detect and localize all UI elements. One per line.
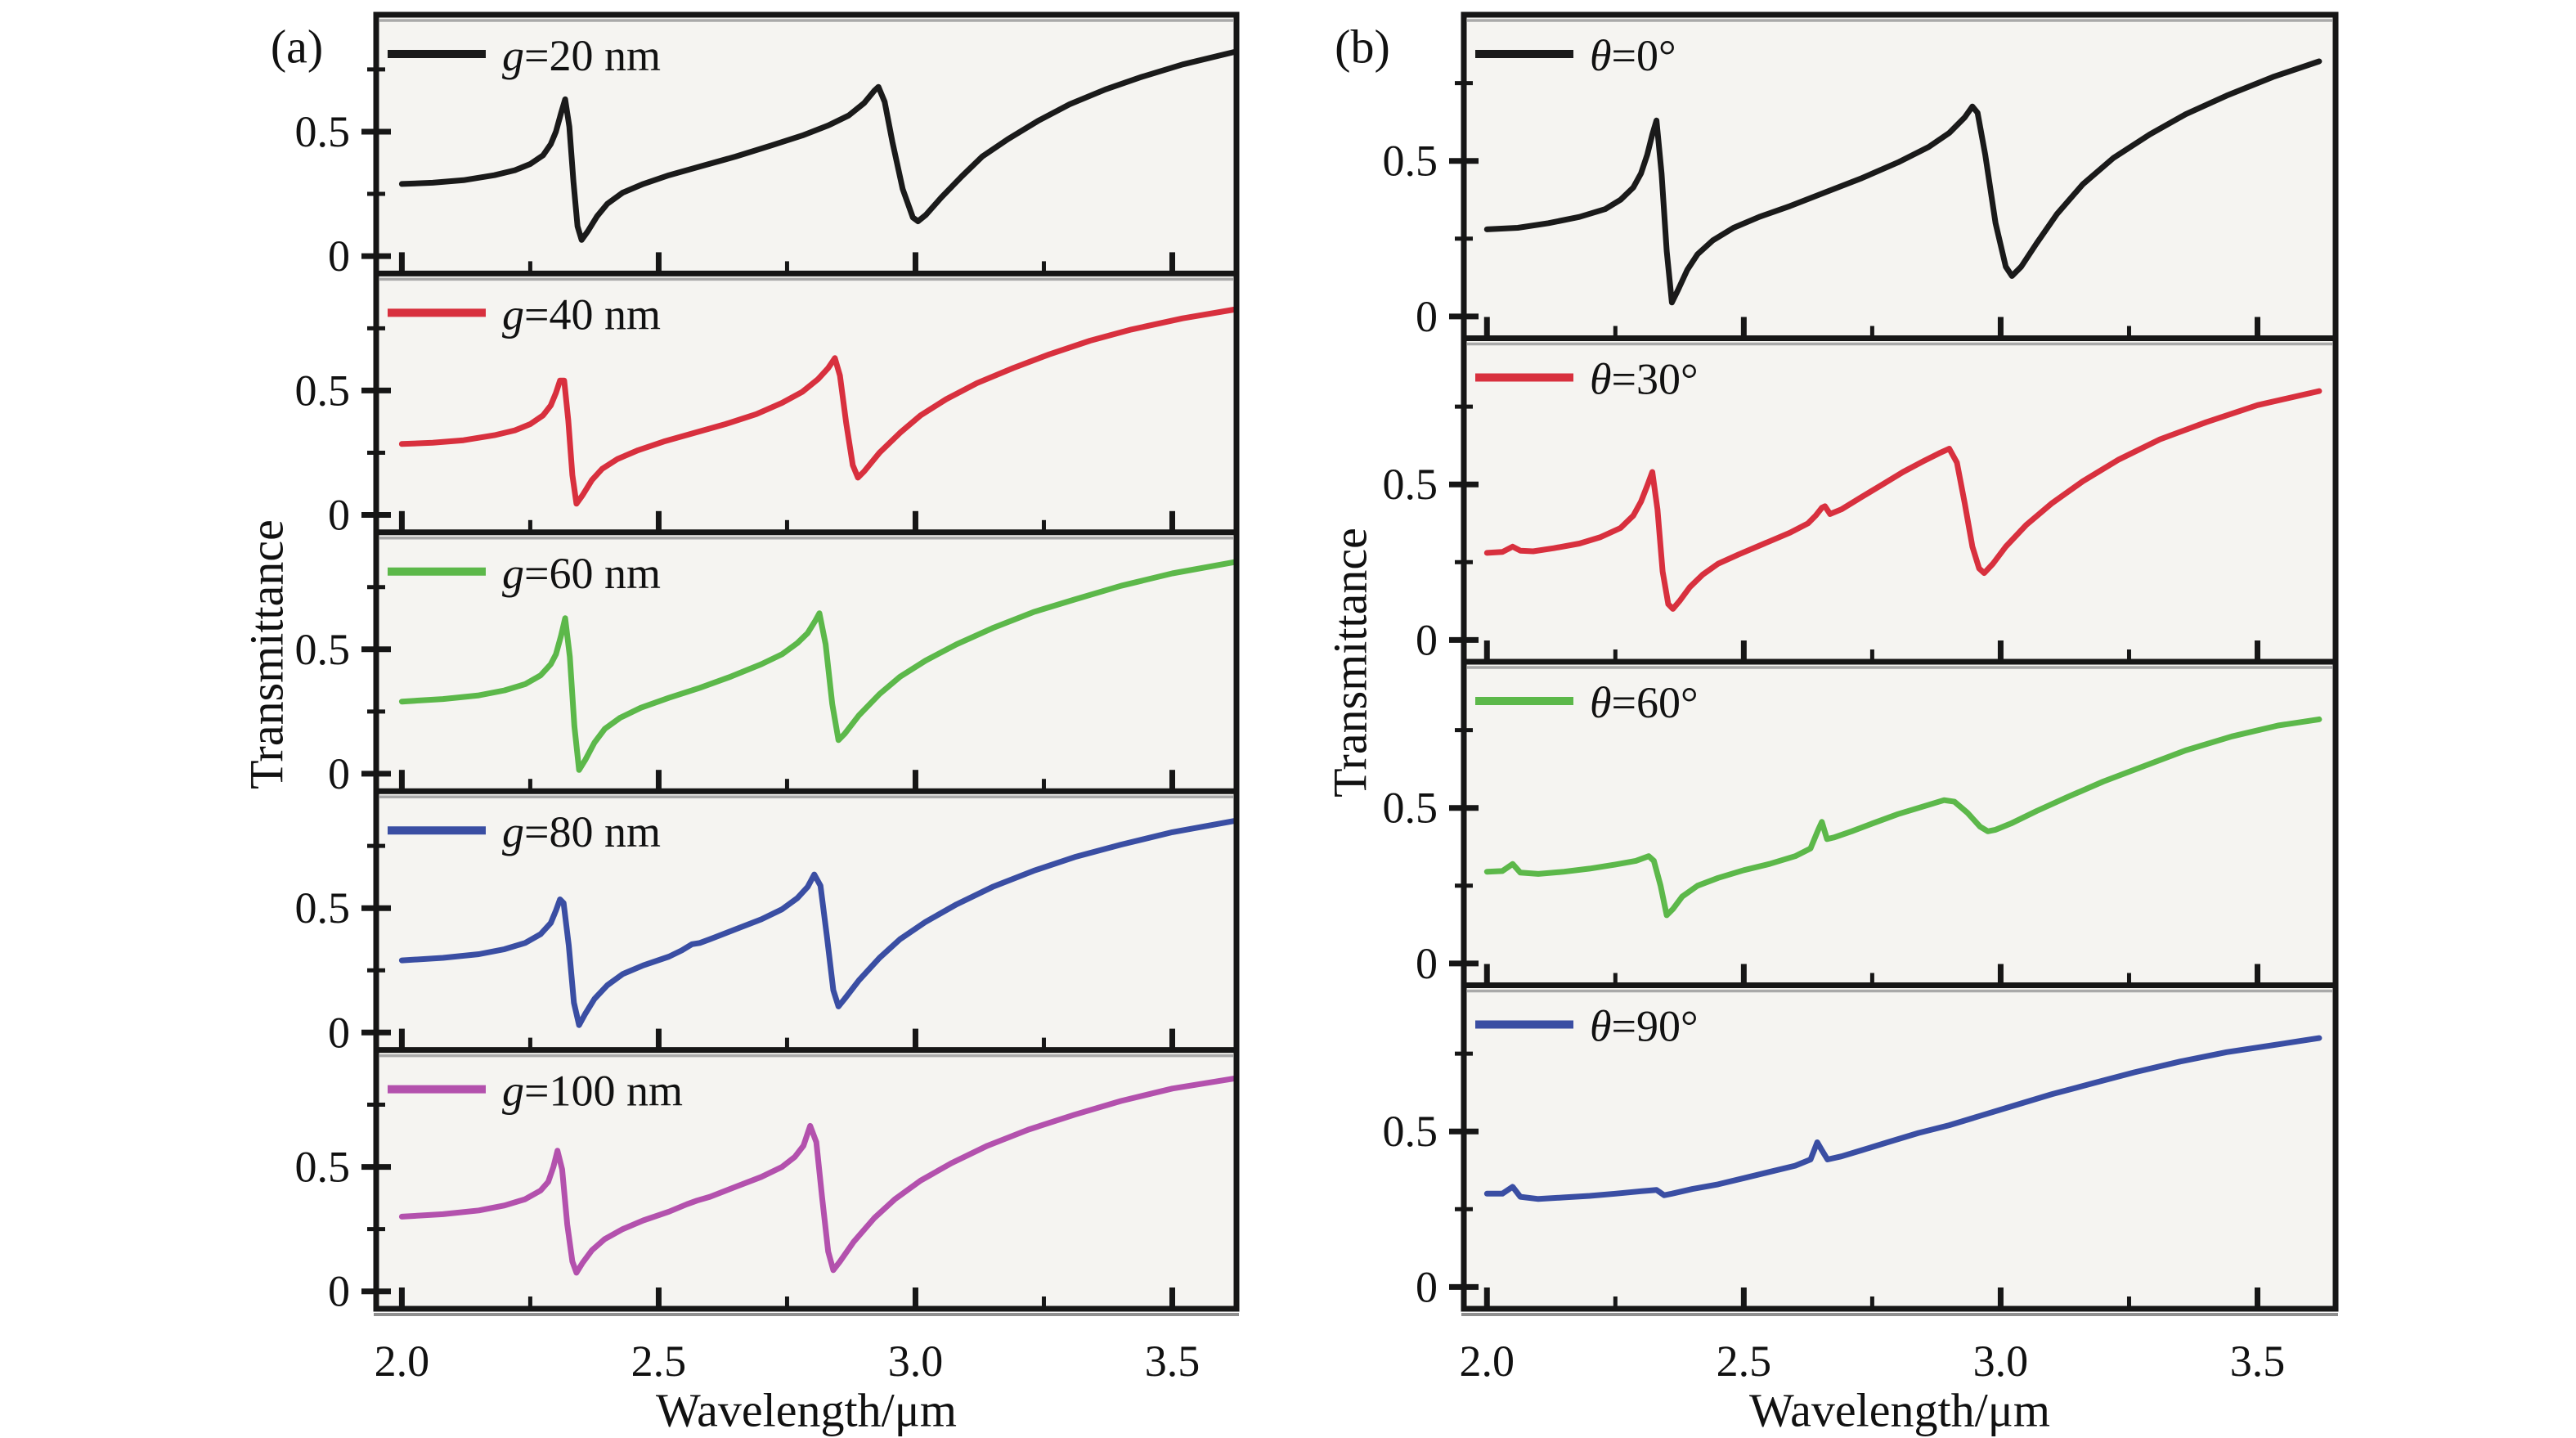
panel-a-y-axis-title: Transmittance	[240, 519, 294, 789]
y-tick-label: 0.5	[1383, 137, 1438, 186]
series-curve-g=60 nm	[398, 559, 1235, 773]
subplot-g=40 nm: 0 0.5 g=40 nm	[295, 277, 1236, 540]
subplot-θ=0°: 0 0.5 θ=0°	[1383, 19, 2336, 341]
y-tick-label: 0.5	[295, 883, 351, 932]
y-tick-label: 0	[328, 1008, 350, 1057]
x-tick-label: 2.0	[1460, 1337, 1515, 1386]
y-tick-label: 0	[1416, 1262, 1438, 1311]
legend-θ=90°: θ=90°	[1475, 1002, 1699, 1051]
y-tick-label: 0	[1416, 292, 1438, 341]
y-tick-label: 0.5	[1383, 460, 1438, 509]
legend-label: g=80 nm	[502, 807, 661, 856]
y-tick-label: 0	[1416, 939, 1438, 988]
y-tick-label: 0	[328, 231, 350, 281]
x-tick-label: 3.5	[2230, 1337, 2286, 1386]
subplot-g=80 nm: 0 0.5 g=80 nm	[295, 795, 1236, 1057]
subplot-θ=90°: 0 0.5 θ=90°	[1383, 989, 2332, 1311]
panel-frame	[373, 11, 1240, 1312]
panel-a-x-axis-title: Wavelength/μm	[656, 1383, 957, 1437]
series-curve-g=100 nm	[398, 1076, 1235, 1276]
x-tick-label: 3.0	[1973, 1337, 2029, 1386]
legend-label: θ=60°	[1590, 678, 1699, 727]
y-tick-label: 0.5	[295, 107, 351, 156]
subplot-θ=30°: 0 0.5 θ=30°	[1383, 342, 2336, 665]
legend-θ=0°: θ=0°	[1475, 31, 1676, 80]
series-curve-g=20 nm	[398, 49, 1235, 243]
series-curve-θ=60°	[1483, 716, 2322, 919]
legend-g=40 nm: g=40 nm	[388, 290, 661, 339]
y-tick-label: 0	[328, 749, 350, 798]
legend-g=20 nm: g=20 nm	[388, 31, 661, 80]
y-tick-label: 0.5	[1383, 784, 1438, 833]
legend-θ=60°: θ=60°	[1475, 678, 1699, 727]
y-tick-label: 0.5	[295, 625, 351, 674]
legend-label: θ=0°	[1590, 31, 1676, 80]
y-tick-label: 0	[328, 1267, 350, 1316]
series-curve-g=40 nm	[398, 307, 1235, 507]
x-tick-label: 2.5	[1717, 1337, 1772, 1386]
legend-g=60 nm: g=60 nm	[388, 549, 661, 598]
x-tick-label: 3.0	[888, 1337, 944, 1386]
y-tick-label: 0.5	[295, 1143, 351, 1192]
y-tick-label: 0.5	[295, 366, 351, 415]
y-tick-label: 0	[1416, 615, 1438, 664]
series-curve-θ=30°	[1483, 388, 2322, 612]
plot-background	[376, 15, 1236, 1309]
legend-label: g=100 nm	[502, 1067, 683, 1116]
x-tick-label: 3.5	[1145, 1337, 1200, 1386]
legend-g=100 nm: g=100 nm	[388, 1067, 683, 1116]
subplot-θ=60°: 0 0.5 θ=60°	[1383, 666, 2336, 988]
legend-θ=30°: θ=30°	[1475, 355, 1699, 404]
x-tick-label: 2.5	[631, 1337, 687, 1386]
panel-b-y-axis-title: Transmittance	[1323, 528, 1377, 798]
y-tick-label: 0.5	[1383, 1107, 1438, 1156]
legend-label: θ=30°	[1590, 355, 1699, 404]
panel-(b): 0 0.5 θ=0° 0 0.5 θ=30° 0 0.5 θ=60° 0 0.5 θ=90° 2.0 2.…	[1383, 11, 2339, 1386]
panel-b-x-axis-title: Wavelength/μm	[1749, 1383, 2050, 1437]
x-tick-label: 2.0	[375, 1337, 430, 1386]
legend-label: θ=90°	[1590, 1002, 1699, 1051]
series-curve-θ=0°	[1483, 58, 2322, 306]
series-curve-θ=90°	[1483, 1035, 2322, 1202]
panel-(a): 0 0.5 g=20 nm 0 0.5 g=40 nm 0 0.5 g=60 nm 0 0.5 g=8…	[295, 11, 1240, 1386]
panel-b-letter: (b)	[1335, 20, 1390, 74]
panel-frame	[1461, 11, 2339, 1312]
legend-label: g=60 nm	[502, 549, 661, 598]
legend-label: g=20 nm	[502, 31, 661, 80]
legend-g=80 nm: g=80 nm	[388, 807, 661, 856]
series-curve-g=80 nm	[398, 818, 1235, 1028]
y-tick-label: 0	[328, 491, 350, 540]
panel-a-letter: (a)	[270, 20, 324, 74]
legend-label: g=40 nm	[502, 290, 661, 339]
